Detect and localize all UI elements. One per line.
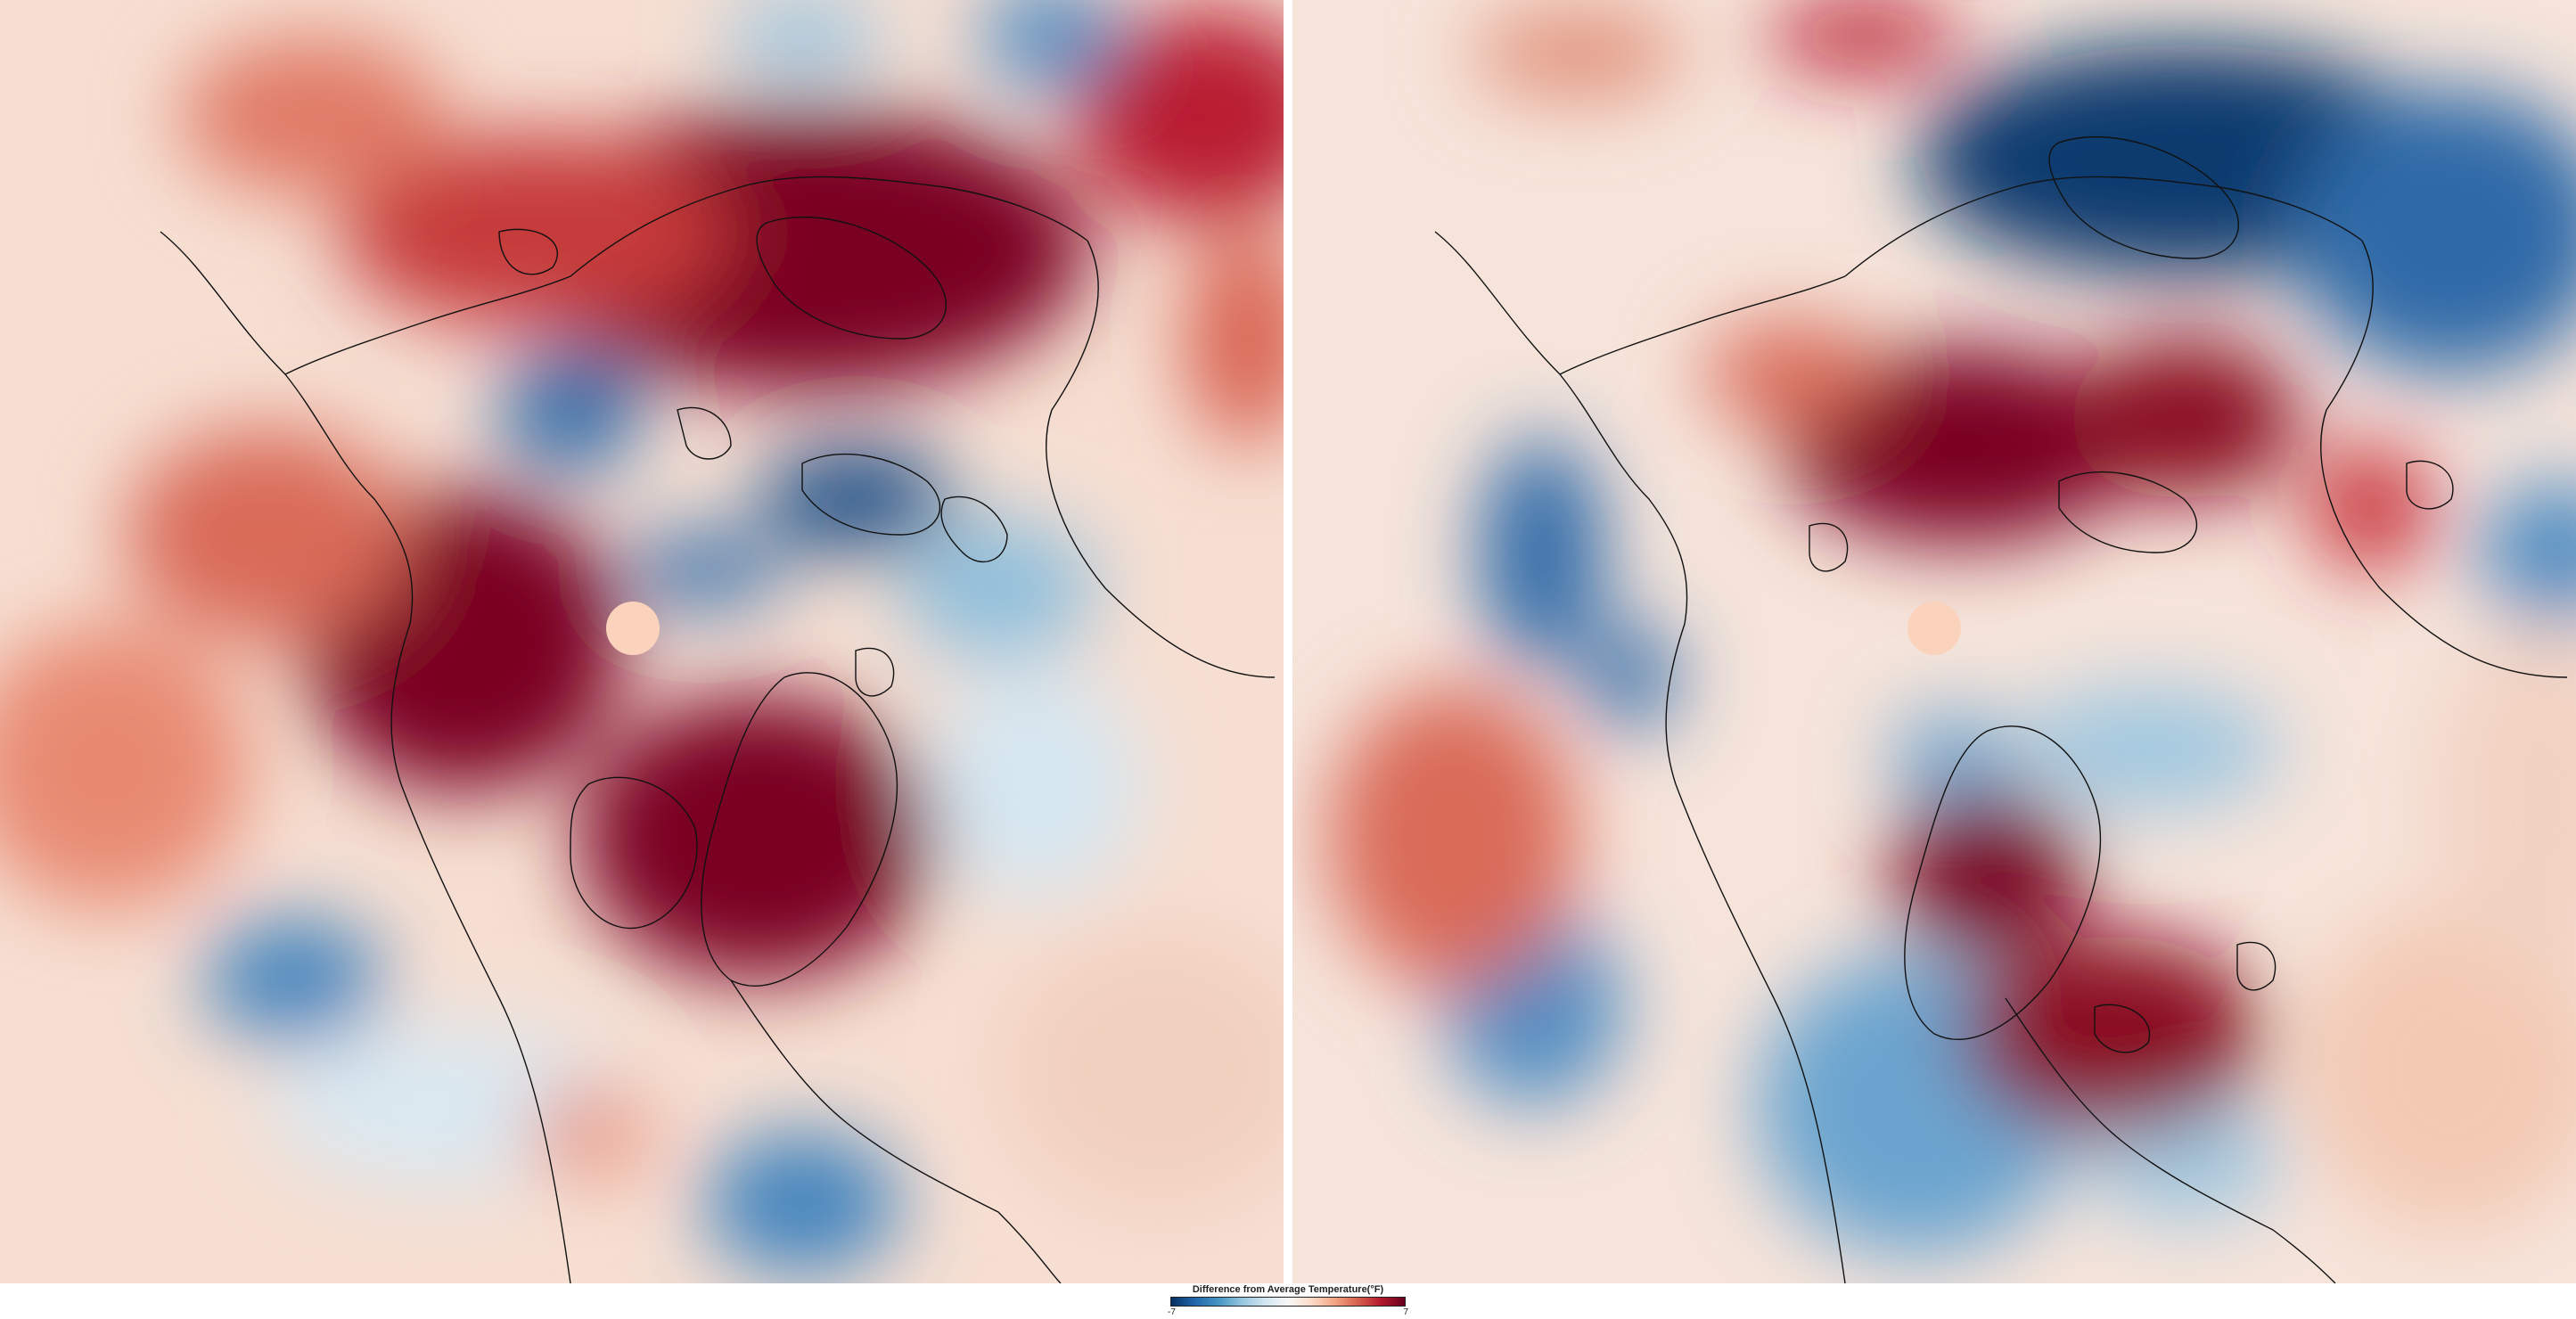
legend-title: Difference from Average Temperature(°F)	[1192, 1284, 1384, 1295]
map-left-svg	[0, 0, 1284, 1283]
anomaly-map-left	[0, 0, 1284, 1283]
legend-max-label: 7	[1403, 1307, 1408, 1317]
pole-marker-right	[1907, 602, 1961, 655]
legend-min-label: -7	[1168, 1307, 1176, 1317]
coastlines-right	[1434, 135, 2568, 1283]
anomaly-field-left	[0, 0, 1284, 1274]
pole-marker-left	[606, 602, 660, 655]
color-legend: Difference from Average Temperature(°F) …	[1168, 1283, 1408, 1319]
legend-color-bar	[1170, 1297, 1406, 1307]
anomaly-map-right	[1292, 0, 2576, 1283]
anomaly-field-right	[1328, 0, 2576, 1257]
coastlines-left	[160, 176, 1276, 1283]
map-right-svg	[1292, 0, 2576, 1283]
